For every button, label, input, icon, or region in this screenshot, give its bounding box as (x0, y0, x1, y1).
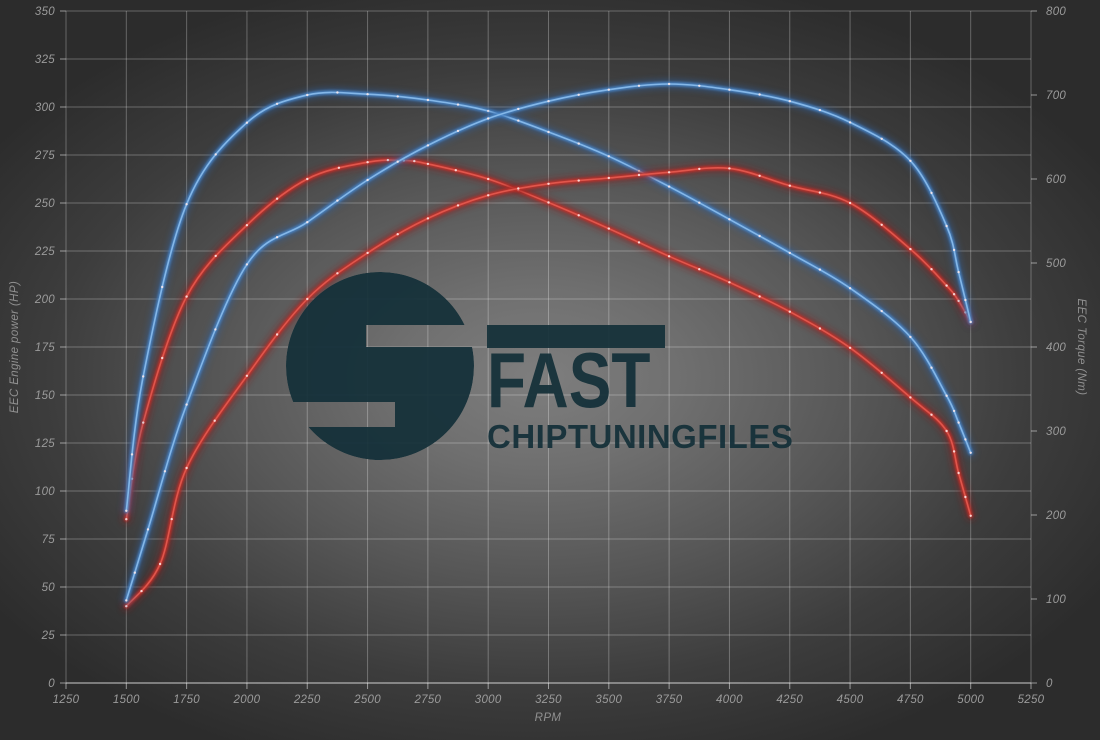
svg-text:0: 0 (48, 678, 55, 690)
svg-text:3500: 3500 (595, 694, 622, 706)
curve-power-blue-run (121, 79, 976, 605)
svg-text:4000: 4000 (716, 694, 743, 706)
svg-text:500: 500 (1046, 258, 1066, 270)
svg-text:2250: 2250 (293, 694, 321, 706)
svg-text:125: 125 (35, 438, 55, 450)
svg-text:1500: 1500 (113, 694, 140, 706)
svg-text:1250: 1250 (53, 694, 80, 706)
svg-text:325: 325 (35, 54, 55, 66)
svg-text:800: 800 (1046, 6, 1066, 18)
y-right-axis-title: EEC Torque (Nm) (1075, 299, 1087, 396)
svg-text:3250: 3250 (535, 694, 562, 706)
svg-text:4750: 4750 (897, 694, 924, 706)
svg-text:250: 250 (34, 198, 55, 210)
svg-text:5250: 5250 (1018, 694, 1045, 706)
svg-text:3750: 3750 (656, 694, 683, 706)
svg-text:275: 275 (34, 150, 55, 162)
svg-text:225: 225 (34, 246, 55, 258)
x-axis-title: RPM (535, 712, 562, 724)
svg-text:1750: 1750 (173, 694, 200, 706)
svg-text:0: 0 (1046, 678, 1053, 690)
curve-torque-red-run (121, 155, 976, 524)
svg-text:300: 300 (1046, 426, 1066, 438)
svg-text:50: 50 (42, 582, 56, 594)
svg-text:4500: 4500 (837, 694, 864, 706)
svg-text:350: 350 (35, 6, 55, 18)
svg-text:2000: 2000 (233, 694, 261, 706)
svg-text:200: 200 (1045, 510, 1066, 522)
svg-text:400: 400 (1046, 342, 1066, 354)
svg-text:2500: 2500 (353, 694, 381, 706)
svg-text:4250: 4250 (776, 694, 803, 706)
svg-text:175: 175 (35, 342, 55, 354)
svg-text:150: 150 (35, 390, 55, 402)
y-left-axis-title: EEC Engine power (HP) (9, 281, 21, 413)
svg-text:2750: 2750 (413, 694, 441, 706)
svg-text:5000: 5000 (957, 694, 984, 706)
svg-text:200: 200 (34, 294, 55, 306)
svg-text:3000: 3000 (475, 694, 502, 706)
curve-power-red-run (121, 163, 976, 611)
curve-torque-blue-run (121, 87, 976, 516)
svg-text:75: 75 (42, 534, 56, 546)
svg-text:300: 300 (35, 102, 55, 114)
svg-text:100: 100 (35, 486, 55, 498)
svg-text:700: 700 (1046, 90, 1066, 102)
dyno-curves (121, 79, 976, 611)
axes-and-ticks: 1250 1500 1750 2000 2250 2500 2750 3000 3250 3500… (34, 6, 1066, 706)
svg-text:600: 600 (1046, 174, 1066, 186)
svg-text:25: 25 (41, 630, 56, 642)
svg-text:100: 100 (1046, 594, 1066, 606)
